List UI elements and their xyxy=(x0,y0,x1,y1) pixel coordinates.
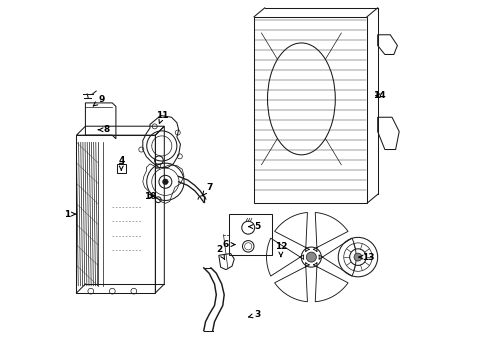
Bar xyxy=(117,164,126,173)
Text: 7: 7 xyxy=(203,183,212,195)
Text: 5: 5 xyxy=(248,222,261,231)
Text: 11: 11 xyxy=(156,111,169,123)
Text: 2: 2 xyxy=(216,246,225,260)
Text: 13: 13 xyxy=(359,253,375,262)
Text: 4: 4 xyxy=(118,156,124,170)
Circle shape xyxy=(163,179,168,185)
Text: 9: 9 xyxy=(93,95,105,106)
Text: 8: 8 xyxy=(98,125,110,134)
Text: 3: 3 xyxy=(248,310,261,319)
Text: 6: 6 xyxy=(222,240,235,249)
Bar xyxy=(229,214,272,255)
Text: 10: 10 xyxy=(144,192,156,201)
Circle shape xyxy=(306,252,317,262)
Text: 14: 14 xyxy=(373,91,386,100)
Text: 1: 1 xyxy=(64,210,76,219)
Text: 12: 12 xyxy=(274,242,287,257)
Circle shape xyxy=(354,253,362,261)
